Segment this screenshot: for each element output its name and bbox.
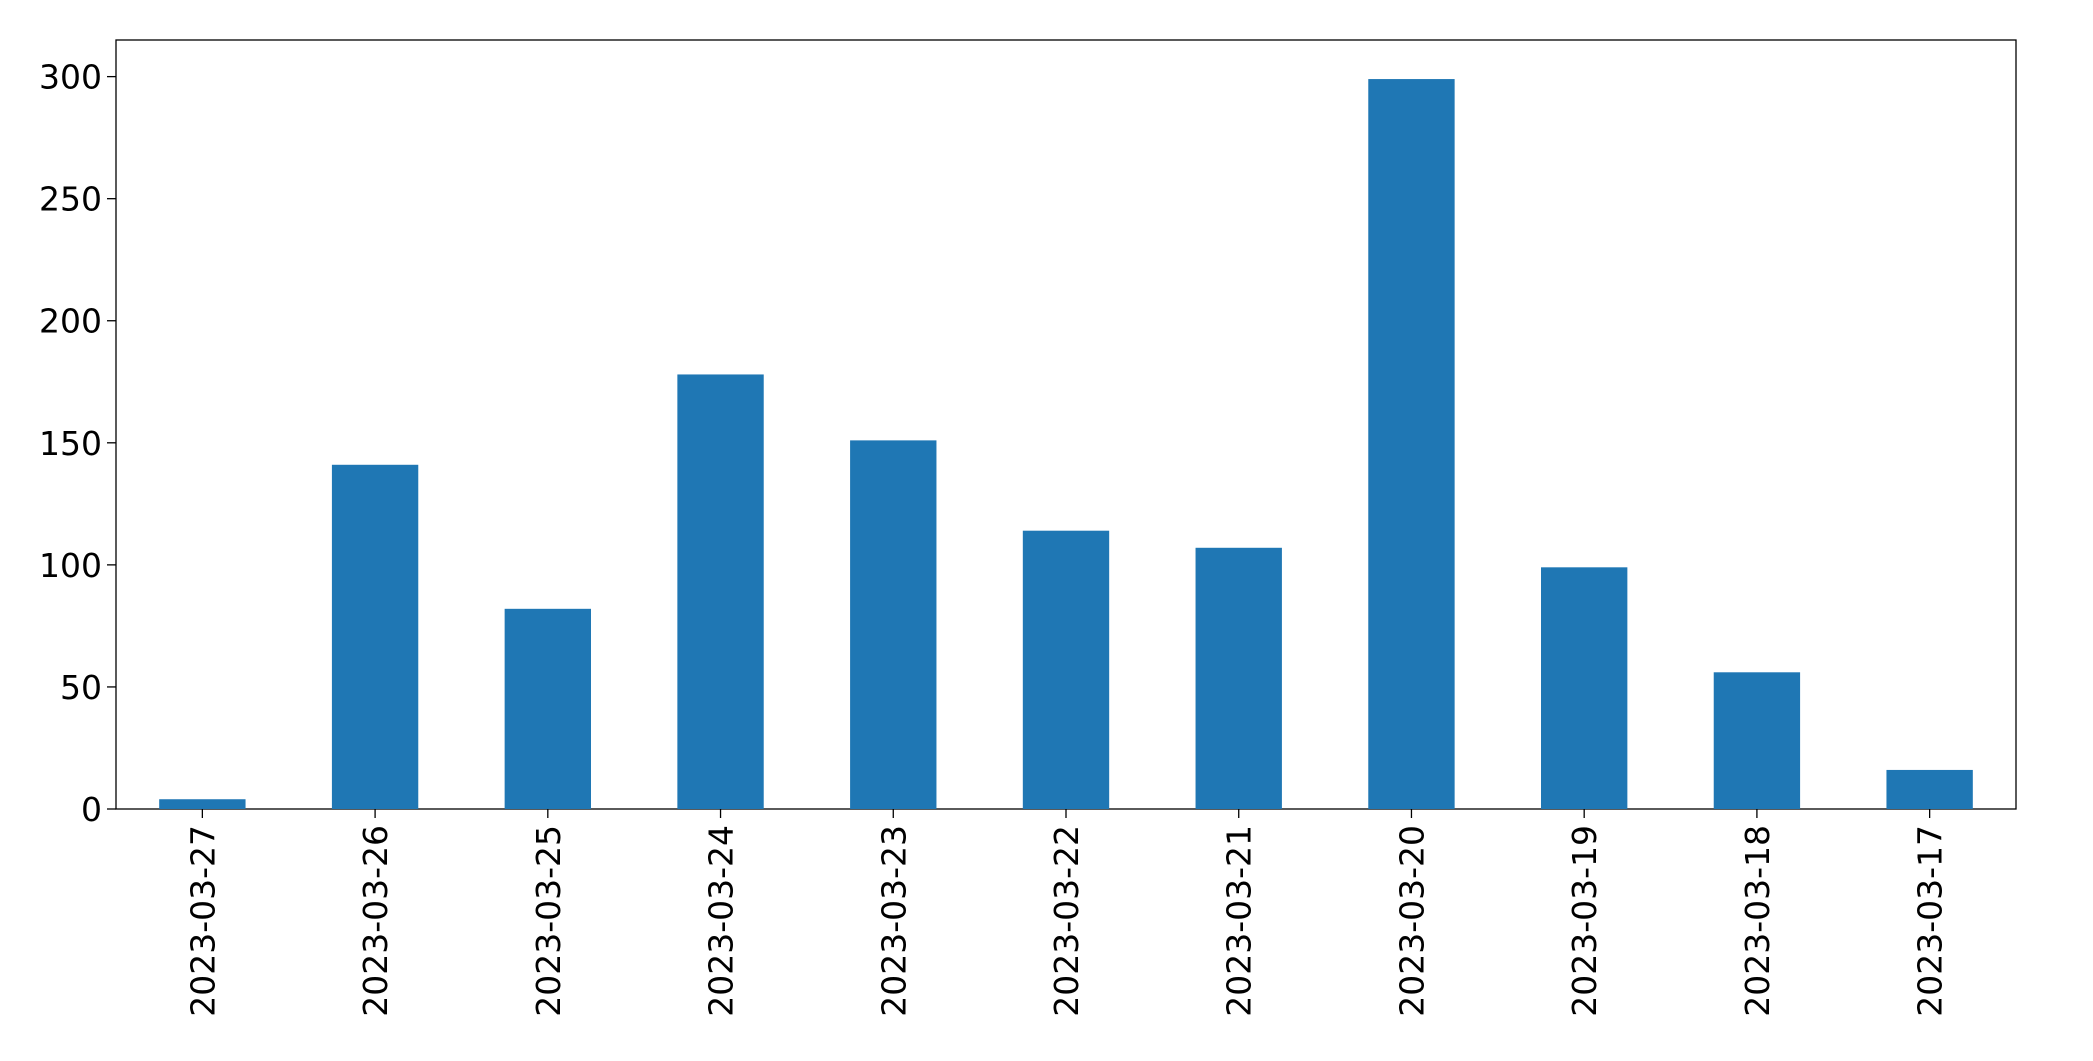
bar [1368, 79, 1455, 810]
bar [1195, 547, 1282, 809]
y-tick-label: 150 [39, 424, 102, 463]
x-tick-label: 2023-03-26 [356, 825, 395, 1017]
y-tick-label: 0 [81, 790, 102, 829]
bar [1541, 567, 1628, 809]
bar [159, 799, 246, 809]
bar [677, 374, 764, 809]
bar [504, 608, 591, 809]
bar [1886, 769, 1973, 809]
x-tick-label: 2023-03-21 [1220, 825, 1259, 1017]
x-tick-label: 2023-03-22 [1047, 825, 1086, 1017]
y-tick-label: 300 [39, 58, 102, 97]
x-tick-label: 2023-03-27 [183, 825, 222, 1017]
bar [1022, 530, 1110, 809]
x-tick-label: 2023-03-17 [1911, 825, 1950, 1017]
y-tick-label: 250 [39, 180, 102, 219]
y-tick-label: 50 [60, 668, 102, 707]
x-tick-label: 2023-03-20 [1392, 825, 1431, 1017]
x-tick-label: 2023-03-19 [1565, 825, 1604, 1017]
y-tick-label: 200 [39, 302, 102, 341]
bar [850, 440, 937, 809]
y-tick-label: 100 [39, 546, 102, 585]
bar [1713, 672, 1801, 809]
bar [331, 464, 419, 809]
x-tick-label: 2023-03-23 [874, 825, 913, 1017]
x-tick-label: 2023-03-25 [529, 825, 568, 1017]
x-tick-label: 2023-03-24 [702, 825, 741, 1017]
x-tick-label: 2023-03-18 [1738, 825, 1777, 1017]
